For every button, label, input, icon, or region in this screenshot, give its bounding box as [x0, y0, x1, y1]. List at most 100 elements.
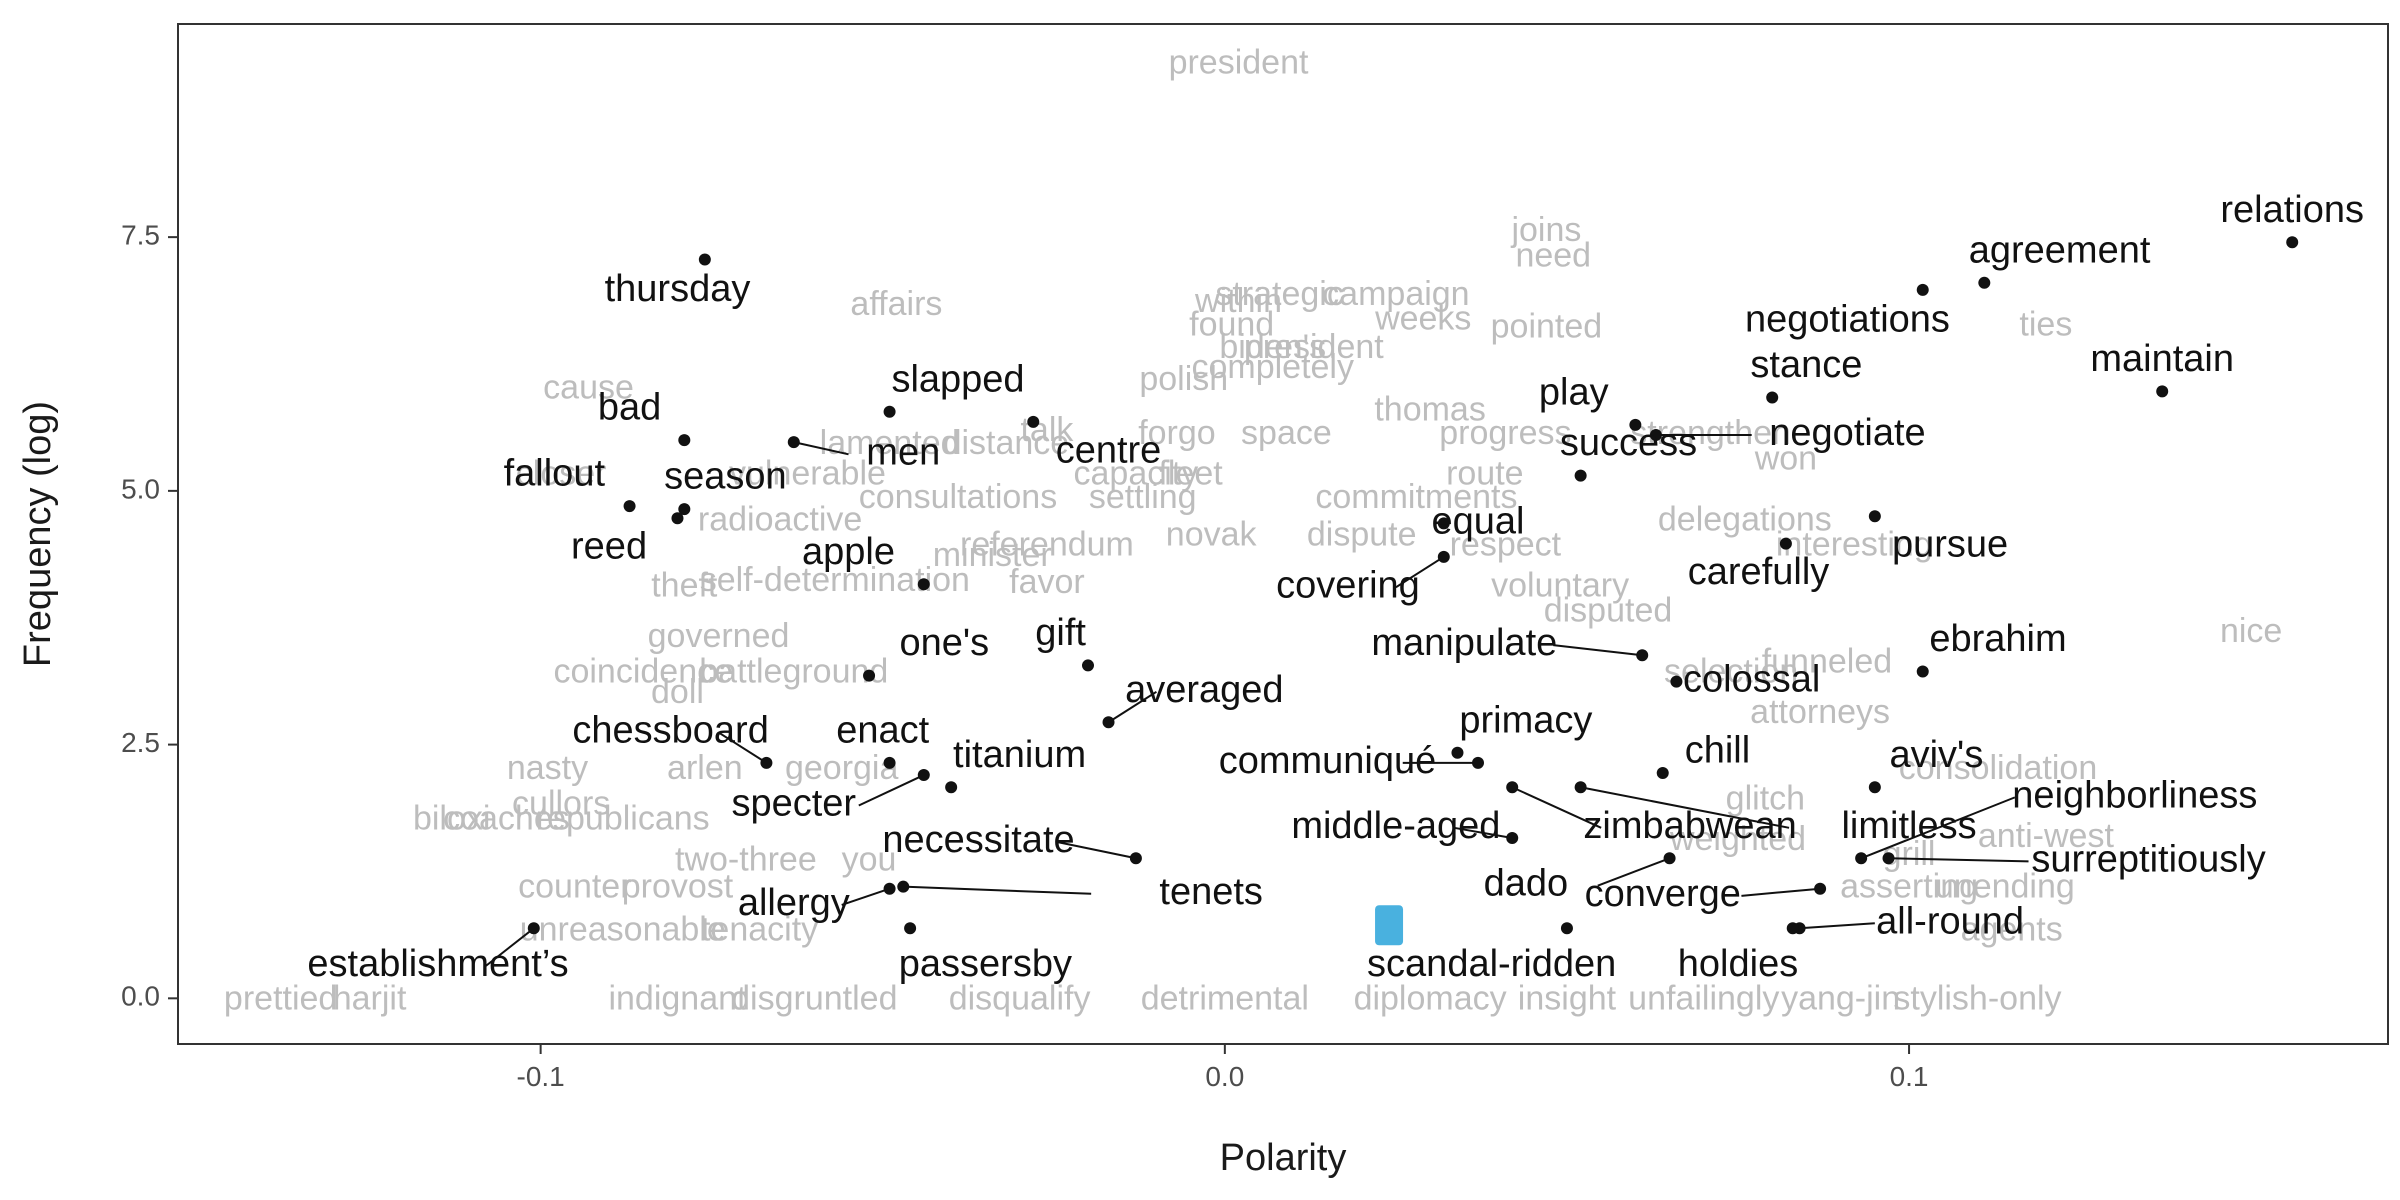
- background-word-two-three: two-three: [675, 840, 817, 878]
- point-centre: [1027, 415, 1040, 428]
- background-word-referendum: referendum: [960, 526, 1134, 564]
- point-label-negotiations: negotiations: [1745, 298, 1950, 340]
- background-word-coaches: coaches: [443, 800, 570, 838]
- background-word-completely: completely: [1191, 348, 1354, 386]
- background-word-indignant: indignant: [608, 979, 747, 1017]
- point-reed: [671, 512, 684, 525]
- point-covering: [1437, 550, 1450, 563]
- point-label-establishment-s: establishment’s: [307, 943, 568, 985]
- point-thursday: [698, 253, 711, 266]
- background-word-prettied: prettied: [224, 979, 337, 1017]
- background-word-selection: selection: [1664, 653, 1798, 691]
- highlighted-mark: [1375, 905, 1404, 946]
- point-label-ebrahim: ebrahim: [1929, 618, 2066, 660]
- background-word-detrimental: detrimental: [1141, 979, 1309, 1017]
- background-word-respect: respect: [1450, 526, 1562, 564]
- background-word-counter: counter: [518, 868, 631, 906]
- highlight-layer: [1375, 905, 1404, 946]
- point-negotiations: [1916, 283, 1929, 296]
- point-fallout: [623, 500, 636, 513]
- background-word-anti-west: anti-west: [1978, 817, 2115, 855]
- background-word-route: route: [1446, 455, 1524, 493]
- background-word-tenacity: tenacity: [701, 910, 818, 948]
- plot-panel: [177, 23, 2389, 1045]
- point-communiqu: [1472, 756, 1484, 769]
- point-enact: [883, 756, 896, 769]
- point-label-aviv-s: aviv's: [1889, 734, 1983, 776]
- point-label-one-s: one's: [899, 622, 989, 664]
- leader-line-zimbabwean: [1511, 786, 1602, 829]
- point-carefully: [1779, 537, 1792, 550]
- leader-line-necessitate: [1057, 841, 1137, 860]
- point-label-relations: relations: [2220, 189, 2364, 231]
- background-word-favor: favor: [1009, 563, 1085, 601]
- background-word-diplomacy: diplomacy: [1354, 979, 1507, 1017]
- point-label-zimbabwean: zimbabwean: [1583, 805, 1796, 847]
- background-word-battleground: battleground: [699, 653, 888, 691]
- background-word-fleet: fleet: [1158, 455, 1223, 493]
- point-label-limitless: limitless: [1841, 805, 1976, 847]
- point-specter: [917, 769, 930, 782]
- point-label-titanium: titanium: [953, 734, 1086, 776]
- point-equal: [1437, 517, 1450, 530]
- background-word-republicans: republicans: [536, 800, 710, 838]
- point-chill: [1656, 767, 1669, 780]
- background-word-glitch: glitch: [1726, 779, 1805, 817]
- point-allergy: [883, 882, 896, 895]
- background-word-theft: theft: [651, 566, 718, 604]
- leader-line-all-round: [1799, 922, 1875, 930]
- point-label-centre: centre: [1056, 429, 1162, 471]
- point-scandal-ridden: [1560, 922, 1573, 935]
- point-gift: [1082, 659, 1094, 672]
- leader-line-tenets: [903, 885, 1092, 895]
- background-word-dispute: dispute: [1307, 516, 1417, 554]
- point-label-averaged: averaged: [1125, 669, 1283, 711]
- background-word-settling: settling: [1089, 478, 1197, 516]
- leader-line-manipulate: [1553, 644, 1643, 657]
- point-label-carefully: carefully: [1688, 551, 1830, 593]
- background-word-harjit: harjit: [333, 979, 407, 1017]
- point-label-success: success: [1560, 422, 1697, 464]
- background-word-within: within: [1194, 282, 1282, 320]
- background-word-president: president: [1169, 44, 1309, 82]
- y-axis-title: Frequency (log): [17, 401, 59, 667]
- leader-line-allergy: [841, 887, 890, 906]
- background-word-ties: ties: [2019, 305, 2072, 343]
- point-label-gift: gift: [1035, 612, 1086, 654]
- point-pursue: [1868, 510, 1881, 523]
- background-word-delegations: delegations: [1658, 500, 1832, 538]
- point-necessitate: [1129, 852, 1142, 865]
- point-label-apple: apple: [802, 531, 895, 573]
- leader-line-covering: [1395, 555, 1445, 589]
- point-season: [678, 503, 691, 516]
- background-word-interesting: interesting: [1776, 526, 1933, 564]
- background-word-governed: governed: [648, 617, 790, 655]
- point-chessboard: [760, 756, 773, 769]
- point-holdies: [1786, 922, 1799, 935]
- point-one-s: [863, 669, 876, 682]
- background-word-attorneys: attorneys: [1750, 693, 1890, 731]
- background-word-won: won: [1754, 439, 1817, 477]
- background-word-unending: unending: [1935, 868, 2075, 906]
- background-word-found: found: [1189, 305, 1274, 343]
- leader-line-specter: [858, 774, 925, 807]
- background-word-yang-jin: yang-jin: [1781, 979, 1900, 1017]
- point-label-negotiate: negotiate: [1769, 412, 1925, 454]
- background-word-stylish-only: stylish-only: [1893, 979, 2061, 1017]
- point-primacy: [1451, 746, 1464, 759]
- point-label-bad: bad: [598, 387, 661, 429]
- x-tick-label: -0.1: [517, 1061, 565, 1092]
- leader-line-dado: [1597, 857, 1670, 887]
- background-word-insight: insight: [1518, 979, 1617, 1017]
- point-converge: [1814, 882, 1827, 895]
- point-label-maintain: maintain: [2090, 338, 2234, 380]
- point-zimbabwean: [1506, 781, 1519, 794]
- background-word-georgia: georgia: [785, 749, 899, 787]
- point-play: [1629, 418, 1642, 431]
- point-neighborliness: [1855, 852, 1868, 865]
- y-tick-label: 5.0: [121, 473, 160, 504]
- point-averaged: [1102, 716, 1115, 729]
- background-word-closer: closer: [516, 455, 607, 493]
- background-word-distance: distance: [943, 424, 1070, 462]
- point-label-enact: enact: [836, 709, 929, 751]
